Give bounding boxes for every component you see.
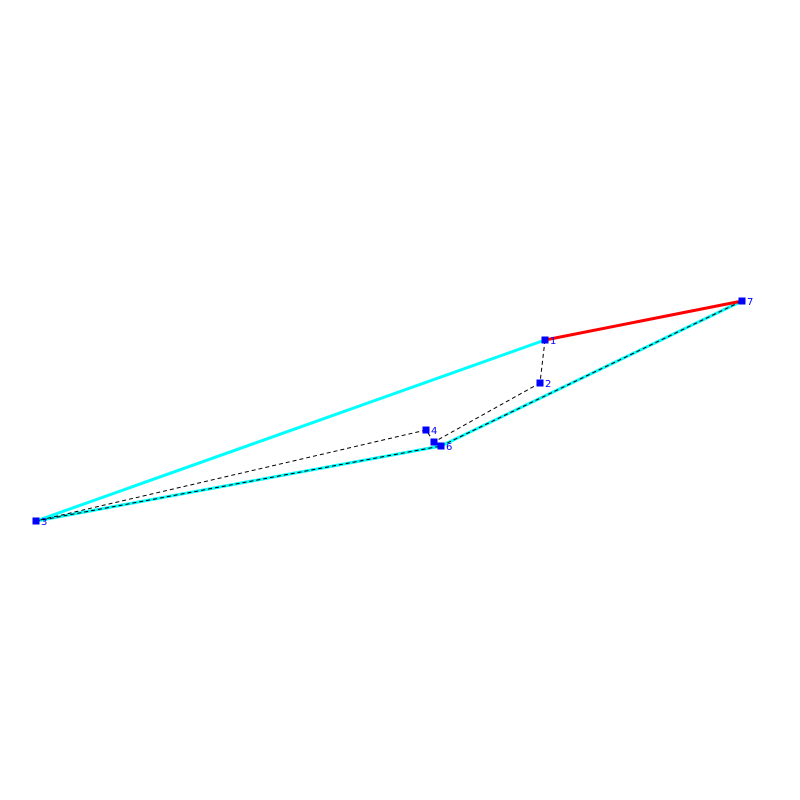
point-7-label: 7: [747, 297, 753, 308]
point-5-marker: [430, 438, 438, 446]
path-edge-2-5: [433, 382, 541, 443]
hull-edge-1-3: [35, 338, 546, 523]
point-2-marker: [536, 379, 544, 387]
point-6-label: 6: [446, 442, 452, 453]
point-7-marker: [738, 297, 746, 305]
hull-edges-layer: [35, 299, 743, 523]
point-1-label: 1: [550, 336, 556, 347]
point-6-marker: [437, 442, 445, 450]
point-2-label: 2: [545, 379, 551, 390]
path-edge-4-3: [35, 429, 427, 522]
point-4-label: 4: [431, 426, 437, 437]
points-layer: [32, 297, 746, 525]
highlight-edges-layer: [544, 299, 743, 342]
point-1-marker: [541, 336, 549, 344]
point-3-label: 3: [41, 517, 47, 528]
point-4-marker: [422, 426, 430, 434]
highlight-edge-1-7: [544, 299, 743, 342]
path-edge-1-2: [539, 339, 546, 384]
path-edge-3-6: [35, 445, 442, 522]
point-3-marker: [32, 517, 40, 525]
hull-edge-6-7: [440, 299, 743, 448]
labels-layer: 1 2 3 46 7: [41, 297, 753, 528]
path-edges-layer: [35, 300, 743, 522]
